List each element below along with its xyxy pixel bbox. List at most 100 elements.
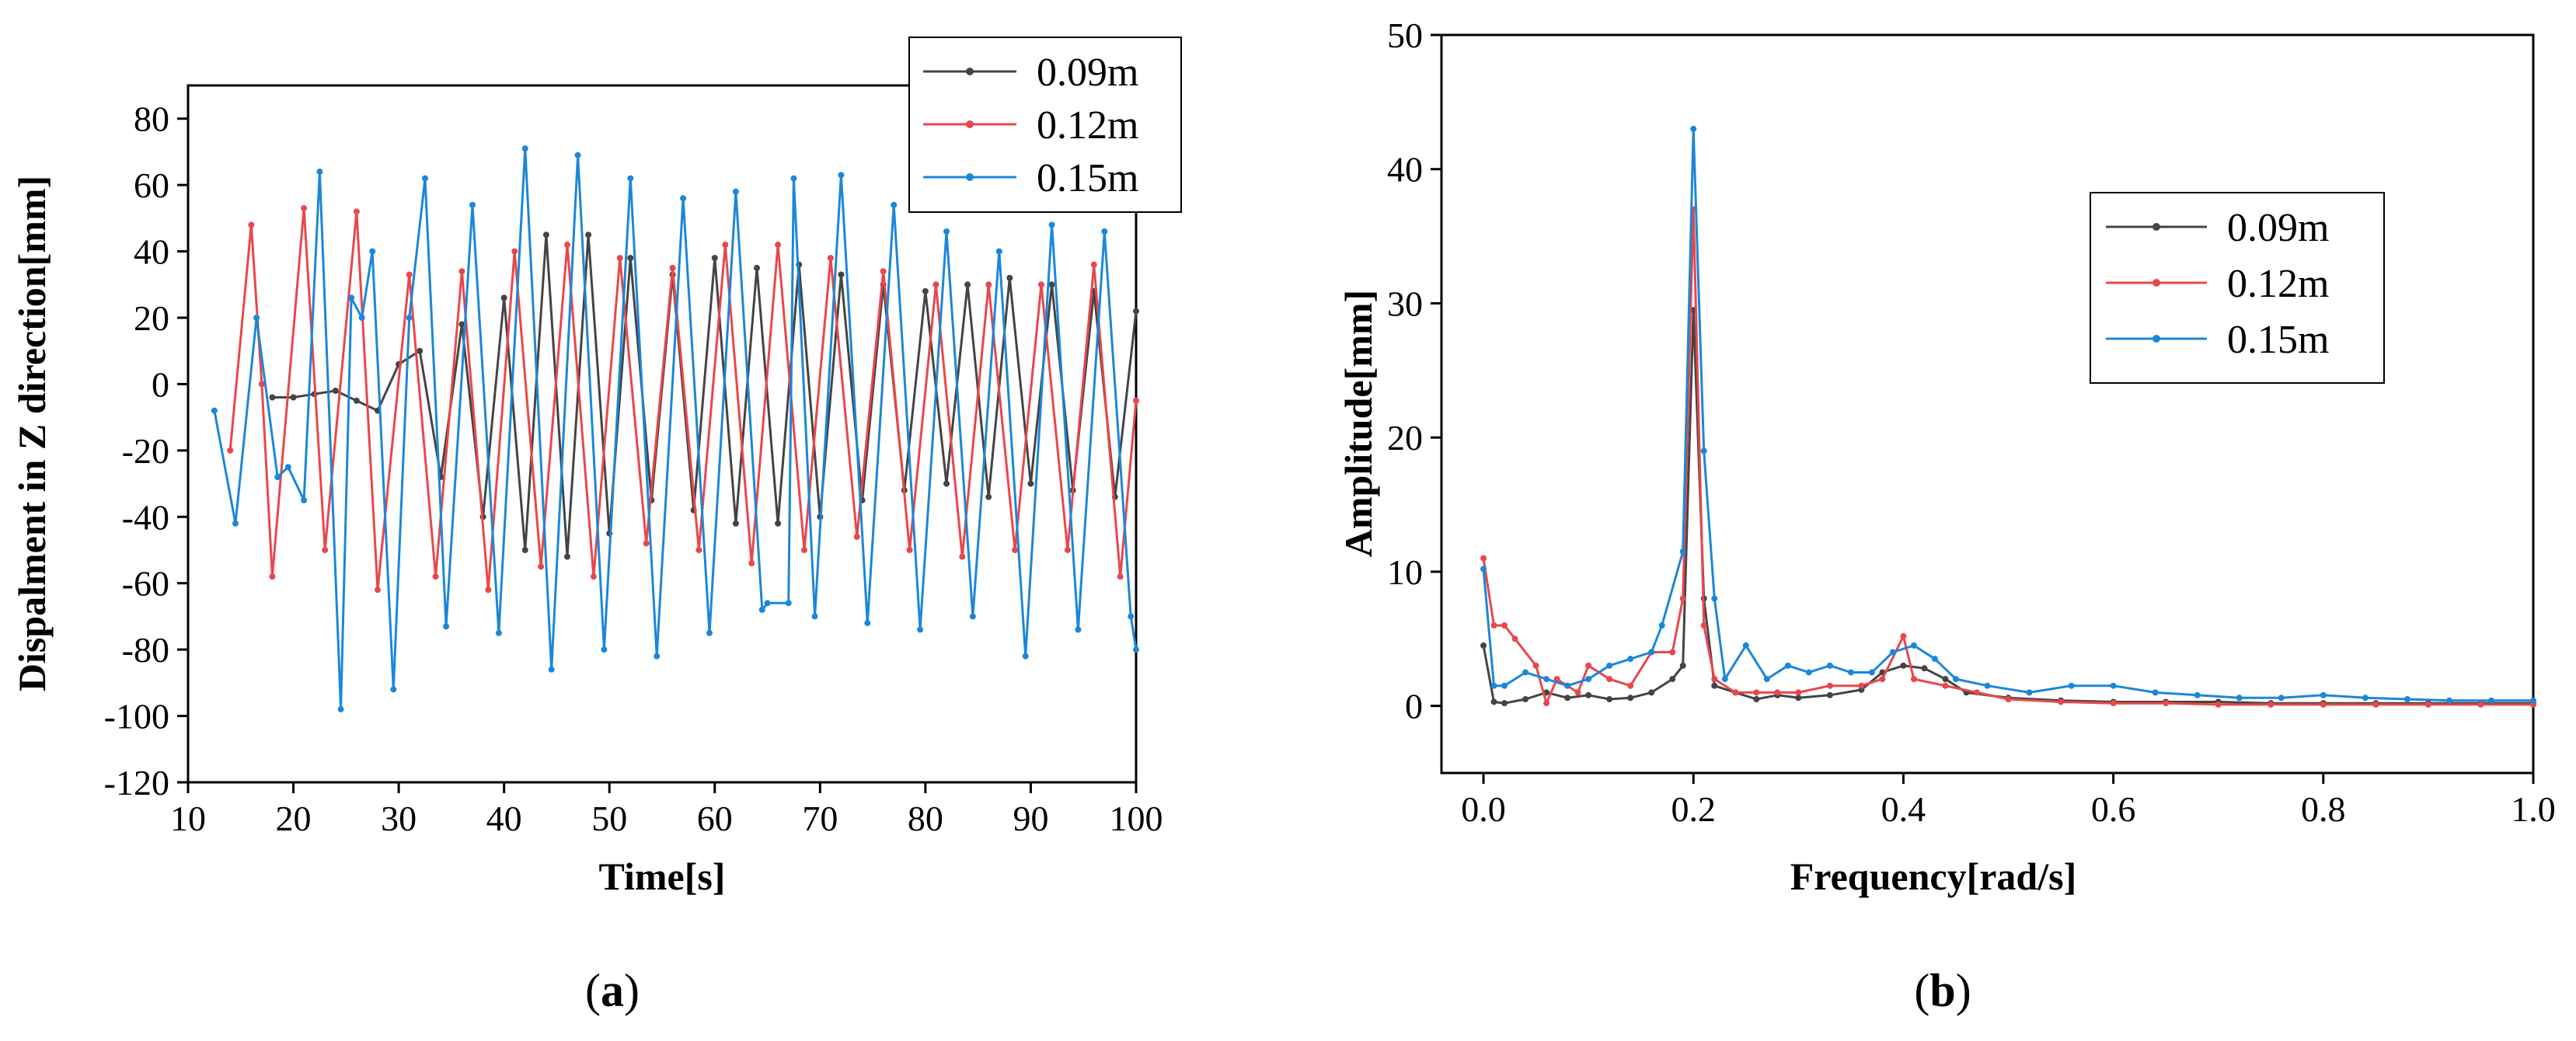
chart-b-point xyxy=(1753,696,1760,702)
panel-a-close-paren: ) xyxy=(624,965,640,1016)
chart-b-point xyxy=(1942,682,1949,689)
chart-b-point xyxy=(2215,701,2222,708)
chart-a-point xyxy=(500,294,507,301)
chart-b-xtick-label: 0.0 xyxy=(1461,789,1506,829)
chart-b-point xyxy=(1900,632,1907,639)
chart-a-point xyxy=(590,573,597,580)
chart-a-point xyxy=(969,613,976,620)
chart-a-xtick-label: 50 xyxy=(591,799,627,838)
panel-b-letter: b xyxy=(1929,965,1955,1016)
chart-b-point xyxy=(1511,635,1518,642)
chart-a-ytick-label: -120 xyxy=(104,763,169,803)
chart-b-ytick-label: 30 xyxy=(1387,284,1423,323)
chart-a-point xyxy=(322,547,329,553)
chart-b-point xyxy=(1679,595,1686,602)
chart-a-ytick-label: 80 xyxy=(134,99,169,139)
chart-b-point xyxy=(1826,691,1833,698)
chart-a-xlabel: Time[s] xyxy=(599,855,726,898)
chart-b-point xyxy=(1763,676,1770,683)
chart-b-legend-marker xyxy=(2152,335,2160,343)
chart-b-point xyxy=(2005,696,2012,702)
chart-a-point xyxy=(917,626,924,633)
chart-a-legend-items: 0.09m 0.12m 0.15m xyxy=(923,50,1138,200)
chart-a-point xyxy=(959,553,966,560)
chart-a-xtick-label: 10 xyxy=(170,799,206,838)
chart-a-point xyxy=(711,255,718,262)
chart-a-ytick-label: -20 xyxy=(122,431,169,471)
chart-a-point xyxy=(432,573,439,580)
chart-b-point xyxy=(1910,676,1917,683)
chart-a-point xyxy=(838,271,845,278)
chart-b-point xyxy=(1606,662,1613,669)
chart-a-xtick-label: 70 xyxy=(802,799,838,838)
chart-b-xtick-label: 0.4 xyxy=(1881,789,1926,829)
chart-a-point xyxy=(211,407,218,414)
chart-a-point xyxy=(390,686,397,693)
chart-b-legend-box xyxy=(2090,192,2385,384)
chart-b-point xyxy=(2362,695,2369,702)
chart-a-xtick-label: 80 xyxy=(908,799,943,838)
chart-b-point xyxy=(1931,656,1938,663)
chart-b-point xyxy=(1606,696,1613,702)
chart-a-point xyxy=(811,613,818,620)
chart-b-point xyxy=(1564,682,1571,689)
chart-b-point xyxy=(1501,700,1508,707)
chart-a-point xyxy=(1133,646,1139,653)
chart-b-legend-label: 0.12m xyxy=(2227,262,2329,306)
chart-a-point xyxy=(511,248,518,255)
chart-a-legend-label: 0.12m xyxy=(1037,103,1138,148)
chart-a-point xyxy=(906,547,913,553)
chart-a-point xyxy=(616,255,623,262)
chart-b-y-ticks: 0 10 20 30 40 50 xyxy=(1387,16,1441,726)
chart-a-point xyxy=(585,232,592,238)
chart-a-ytick-label: -100 xyxy=(104,697,169,736)
chart-b-point xyxy=(2236,695,2243,702)
chart-b-point xyxy=(2058,698,2065,705)
chart-a-point xyxy=(258,381,265,388)
chart-b-point xyxy=(1480,555,1487,562)
chart-a-point xyxy=(801,547,807,553)
chart-a-point xyxy=(332,387,339,394)
chart-a-xtick-label: 90 xyxy=(1013,799,1048,838)
chart-b-point xyxy=(1921,665,1928,672)
chart-b-ylabel: Amplitude[mm] xyxy=(1337,290,1380,557)
chart-b-point xyxy=(1805,669,1812,676)
chart-a-point xyxy=(564,242,570,249)
chart-b-point xyxy=(1658,622,1665,628)
chart-b-point xyxy=(2194,691,2201,698)
chart-a-ytick-label: 20 xyxy=(134,298,169,338)
chart-b-point xyxy=(1532,662,1539,669)
panel-b-label: (b) xyxy=(1914,965,1971,1016)
chart-a-point xyxy=(1090,261,1097,268)
chart-b-point xyxy=(1711,595,1718,602)
chart-b-point xyxy=(2110,700,2117,707)
chart-b-point xyxy=(1564,695,1571,702)
chart-a-point xyxy=(1101,228,1108,235)
chart-b-x-ticks: 0.0 0.2 0.4 0.6 0.8 1.0 xyxy=(1461,773,2556,829)
chart-a-point xyxy=(227,447,234,454)
chart-b-xtick-label: 0.8 xyxy=(2301,789,2346,829)
chart-b-point xyxy=(1553,676,1560,683)
chart-b-point xyxy=(2068,682,2075,689)
chart-a-point xyxy=(722,242,729,249)
chart-a-point xyxy=(706,629,713,636)
chart-a-ytick-label: -60 xyxy=(122,564,169,604)
chart-b-point xyxy=(2487,697,2494,704)
chart-a-point xyxy=(601,646,608,653)
chart-a-point xyxy=(758,606,765,613)
panel-a-letter: a xyxy=(601,965,624,1016)
chart-b-point xyxy=(1679,662,1686,669)
chart-b: 0 10 20 30 40 50 0.0 0.2 0.4 0.6 0.8 1.0 Amplitude… xyxy=(1337,16,2556,1016)
chart-b-point xyxy=(1952,676,1959,683)
chart-a-point xyxy=(548,666,555,673)
chart-a-point xyxy=(1128,613,1135,620)
chart-b-point xyxy=(1847,669,1854,676)
chart-b-point xyxy=(1480,642,1487,649)
chart-a-point xyxy=(316,169,323,176)
chart-a-point xyxy=(1022,653,1029,660)
chart-a-point xyxy=(669,264,676,271)
chart-b-point xyxy=(1690,125,1697,132)
chart-a-frame xyxy=(186,84,1138,784)
